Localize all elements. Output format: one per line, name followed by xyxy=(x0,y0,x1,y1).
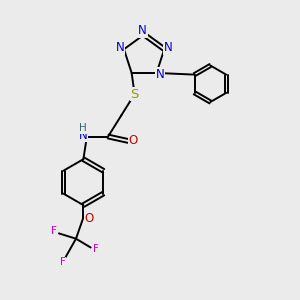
Text: F: F xyxy=(60,257,66,267)
Text: F: F xyxy=(51,226,57,236)
Text: N: N xyxy=(138,24,147,37)
Text: S: S xyxy=(130,88,139,100)
Text: O: O xyxy=(129,134,138,147)
Text: N: N xyxy=(164,41,172,54)
Text: O: O xyxy=(85,212,94,225)
Text: N: N xyxy=(156,68,164,81)
Text: H: H xyxy=(79,123,87,133)
Text: N: N xyxy=(79,129,87,142)
Text: F: F xyxy=(93,244,99,254)
Text: N: N xyxy=(116,41,124,54)
